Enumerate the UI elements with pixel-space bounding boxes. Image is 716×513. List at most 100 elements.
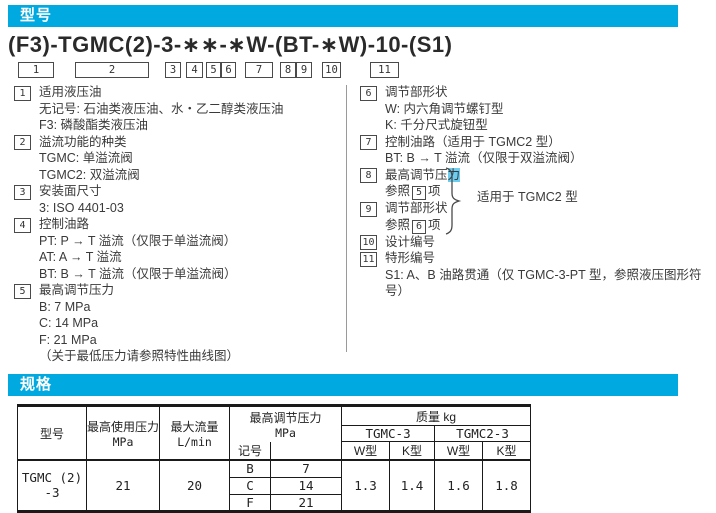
- cell-max-pressure: 21: [86, 459, 160, 512]
- code-box-9: 9: [296, 62, 312, 78]
- item-line: 3: ISO 4401-03: [39, 200, 124, 215]
- legend-item-10: 10 设计编号: [360, 234, 716, 250]
- legend-item-5: 5 最高调节压力 B: 7 MPa C: 14 MPa F: 21 MPa （关于…: [14, 282, 346, 365]
- legend-item-1: 1 适用液压油 无记号: 石油类液压油、水・乙二醇类液压油 F3: 磷酸酯类液压油: [14, 84, 346, 134]
- code-box-3: 3: [165, 62, 181, 78]
- col-header-k-type: K型: [482, 441, 532, 461]
- col-header-w-type: W型: [341, 441, 391, 461]
- code-box-2: 2: [75, 62, 149, 78]
- cell-mass-tgmc3-k: 1.4: [389, 459, 436, 512]
- item-line: 参照 6 项: [385, 217, 441, 234]
- item-number: 8: [360, 168, 377, 183]
- col-header-max-pressure: 最高使用压力 MPa: [86, 405, 160, 461]
- legend-item-6: 6 调节部形状 W: 内六角调节螺钉型 K: 千分尺式旋钮型: [360, 84, 716, 134]
- col-header-symbol: 记号: [229, 441, 271, 461]
- cell-model: TGMC (2) -3: [17, 459, 87, 512]
- item-number: 3: [14, 184, 31, 200]
- item-title: 溢流功能的种类: [39, 134, 127, 149]
- item-line: 参照 5 项: [385, 184, 441, 200]
- cell-adj-b: 7: [269, 459, 343, 478]
- group-brace: [445, 167, 462, 235]
- model-code: (F3)-TGMC(2)-3-∗∗-∗W-(BT-∗W)-10-(S1): [8, 32, 453, 57]
- col-header-tgmc3: TGMC-3: [341, 425, 436, 442]
- code-box-6: 6: [221, 62, 236, 78]
- section-title-spec: 规格: [8, 374, 678, 396]
- cell-mass-tgmc23-w: 1.6: [434, 459, 484, 512]
- table-row: F 21: [18, 493, 531, 512]
- code-box-10: 10: [322, 62, 341, 78]
- col-header-model: 型号: [17, 405, 87, 461]
- item-number: 4: [14, 217, 31, 233]
- col-header-max-flow: 最大流量 L/min: [159, 405, 230, 461]
- item-line: W: 内六角调节螺钉型: [385, 101, 504, 116]
- item-number: 7: [360, 135, 377, 150]
- item-number: 10: [360, 235, 377, 250]
- item-line: F3: 磷酸酯类液压油: [39, 118, 149, 132]
- legend-item-2: 2 溢流功能的种类 TGMC: 单溢流阀 TGMC2: 双溢流阀: [14, 134, 346, 184]
- item-title: 安装面尺寸: [39, 184, 102, 198]
- code-box-1: 1: [18, 62, 54, 78]
- code-box-7: 7: [245, 62, 273, 78]
- item-line: C: 14 MPa: [39, 316, 99, 330]
- col-header-mass: 质量 kg: [341, 405, 532, 426]
- item-line: F: 21 MPa: [39, 332, 97, 347]
- code-box-11: 11: [370, 62, 399, 78]
- item-title: 最高调节压力: [39, 283, 115, 297]
- section-title-model: 型号: [8, 5, 678, 27]
- item-number: 9: [360, 201, 377, 217]
- item-line: （关于最低压力请参照特性曲线图）: [39, 349, 240, 363]
- legend-item-3: 3 安装面尺寸 3: ISO 4401-03: [14, 183, 346, 216]
- cell-mass-tgmc3-w: 1.3: [341, 459, 391, 512]
- item-number: 5: [14, 283, 31, 299]
- item-title: 控制油路（适用于 TGMC2 型）: [385, 134, 561, 149]
- item-title: 最高调节压力: [385, 167, 461, 182]
- item-line: BT: B → T 溢流（仅限于单溢流阀）: [39, 266, 237, 281]
- legend-item-8: 8 最高调节压力 参照 5 项: [360, 167, 716, 200]
- legend-item-11: 11 特形编号 S1: A、B 油路贯通（仅 TGMC-3-PT 型，参照液压图形…: [360, 250, 716, 300]
- item-title: 调节部形状: [385, 201, 448, 215]
- spec-table: 型号 最高使用压力 MPa 最大流量 L/min 最高调节压力 MPa 质量 kg T…: [17, 404, 532, 513]
- code-box-8: 8: [280, 62, 296, 78]
- cell-adj-c: 14: [269, 476, 343, 495]
- col-header-w-type: W型: [434, 441, 484, 461]
- item-number: 1: [14, 85, 31, 101]
- col-header-tgmc23: TGMC2-3: [434, 425, 532, 442]
- cell-symbol-c: C: [229, 476, 271, 495]
- code-box-5: 5: [206, 62, 221, 78]
- code-box-4: 4: [186, 62, 203, 78]
- item-line: AT: A → T 溢流: [39, 250, 122, 264]
- ref-box-5: 5: [412, 186, 427, 200]
- ref-box-6: 6: [412, 219, 427, 234]
- cell-adj-f: 21: [269, 493, 343, 512]
- table-row: TGMC (2) -3 21 20 B 7 1.3 1.4 1.6 1.8: [17, 459, 532, 512]
- legend-column-left: 1 适用液压油 无记号: 石油类液压油、水・乙二醇类液压油 F3: 磷酸酯类液压油…: [14, 84, 346, 365]
- item-title: 特形编号: [385, 251, 436, 265]
- item-title: 设计编号: [385, 234, 436, 249]
- legend-item-4: 4 控制油路 PT: P → T 溢流（仅限于单溢流阀） AT: A → T 溢流…: [14, 216, 346, 282]
- col-header-adj-pressure: 最高调节压力 MPa: [228, 405, 343, 442]
- brace-label: 适用于 TGMC2 型: [477, 190, 578, 204]
- item-number: 2: [14, 135, 31, 150]
- cell-symbol-b: B: [229, 459, 271, 478]
- item-line: TGMC2: 双溢流阀: [39, 167, 140, 182]
- item-title: 调节部形状: [385, 85, 448, 99]
- item-line: S1: A、B 油路贯通（仅 TGMC-3-PT 型，参照液压图形符号）: [385, 267, 702, 299]
- item-line: B: 7 MPa: [39, 299, 91, 314]
- item-line: 无记号: 石油类液压油、水・乙二醇类液压油: [39, 101, 284, 116]
- item-line: K: 千分尺式旋钮型: [385, 118, 488, 132]
- item-line: PT: P → T 溢流（仅限于单溢流阀）: [39, 233, 237, 248]
- legend-item-9: 9 调节部形状 参照 6 项: [360, 200, 716, 234]
- item-line: TGMC: 单溢流阀: [39, 151, 133, 165]
- col-header-k-type: K型: [389, 441, 436, 461]
- item-title: 适用液压油: [39, 85, 102, 99]
- legend-item-7: 7 控制油路（适用于 TGMC2 型） BT: B → T 溢流（仅限于双溢流阀）: [360, 134, 716, 167]
- col-header-adj-value: [269, 441, 343, 461]
- cell-max-flow: 20: [159, 459, 230, 512]
- column-divider: [346, 85, 347, 352]
- item-line: BT: B → T 溢流（仅限于双溢流阀）: [385, 151, 583, 165]
- legend-column-right: 6 调节部形状 W: 内六角调节螺钉型 K: 千分尺式旋钮型 7 控制油路（适用于 …: [360, 84, 716, 300]
- cell-symbol-f: F: [229, 493, 271, 512]
- item-number: 6: [360, 85, 377, 101]
- cell-mass-tgmc23-k: 1.8: [482, 459, 532, 512]
